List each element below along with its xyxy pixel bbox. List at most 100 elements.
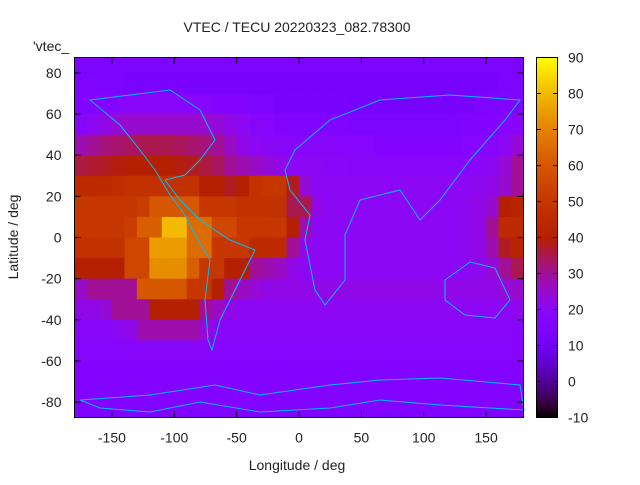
heatmap-cell	[336, 57, 350, 74]
colorbar-tick-label: 50	[568, 194, 584, 210]
heatmap-cell	[74, 114, 88, 136]
heatmap-cell	[386, 340, 400, 362]
heatmap-cell	[111, 319, 125, 341]
heatmap-cell	[111, 237, 125, 259]
heatmap-cell	[336, 155, 350, 177]
heatmap-cell	[274, 93, 288, 115]
heatmap-cell	[124, 381, 138, 403]
heatmap-cell	[461, 402, 475, 418]
heatmap-cell	[373, 340, 387, 362]
heatmap-cell	[199, 93, 213, 115]
heatmap-cell	[386, 196, 400, 218]
colorbar-tick-label: 40	[568, 230, 584, 246]
heatmap-cell	[249, 340, 263, 362]
heatmap-cell	[423, 114, 437, 136]
heatmap-cell	[99, 216, 113, 238]
heatmap-cell	[161, 319, 175, 341]
heatmap-cell	[211, 278, 225, 300]
heatmap-cell	[336, 360, 350, 382]
heatmap-cell	[186, 299, 200, 321]
heatmap-cell	[361, 72, 375, 94]
heatmap-cell	[361, 114, 375, 136]
heatmap-cell	[448, 155, 462, 177]
heatmap-cell	[86, 175, 100, 197]
y-tick-label: -80	[41, 394, 61, 410]
heatmap-cell	[423, 237, 437, 259]
heatmap-cell	[299, 237, 312, 259]
heatmap-cell	[373, 155, 387, 177]
heatmap-cell	[448, 299, 462, 321]
heatmap-cell	[261, 93, 275, 115]
heatmap-cell	[124, 114, 138, 136]
heatmap-cell	[411, 72, 425, 94]
heatmap-cell	[186, 114, 200, 136]
heatmap-cell	[323, 216, 337, 238]
heatmap-cell	[224, 258, 238, 280]
heatmap-cell	[461, 175, 475, 197]
heatmap-cell	[323, 319, 337, 341]
heatmap-cell	[448, 134, 462, 156]
heatmap-cell	[224, 402, 238, 418]
heatmap-cell	[211, 340, 225, 362]
heatmap-cell	[411, 134, 425, 156]
heatmap-cell	[411, 175, 425, 197]
heatmap-cell	[511, 57, 524, 74]
heatmap-cell	[373, 299, 387, 321]
heatmap-cell	[86, 134, 100, 156]
heatmap-cell	[511, 237, 524, 259]
colorbar-tick-label: 10	[568, 338, 584, 354]
heatmap-cell	[199, 196, 213, 218]
heatmap-cell	[461, 258, 475, 280]
heatmap-cell	[336, 196, 350, 218]
heatmap-cell	[498, 381, 512, 403]
heatmap-cell	[236, 216, 250, 238]
heatmap-cell	[461, 319, 475, 341]
heatmap-cell	[411, 216, 425, 238]
heatmap-cell	[448, 340, 462, 362]
heatmap-cell	[261, 196, 275, 218]
heatmap-cell	[348, 196, 362, 218]
heatmap-cell	[498, 216, 512, 238]
heatmap-cell	[423, 57, 437, 74]
heatmap-cell	[174, 360, 188, 382]
heatmap-cell	[286, 175, 300, 197]
heatmap-cell	[436, 216, 450, 238]
heatmap-cell	[461, 114, 475, 136]
heatmap-cell	[299, 258, 312, 280]
heatmap-cell	[111, 93, 125, 115]
colorbar-tick-label: 0	[568, 374, 576, 390]
heatmap-cell	[161, 57, 175, 74]
heatmap-cell	[261, 237, 275, 259]
heatmap-cell	[249, 72, 263, 94]
heatmap-cell	[448, 360, 462, 382]
heatmap-cell	[111, 134, 125, 156]
heatmap-cell	[161, 134, 175, 156]
heatmap-cell	[224, 299, 238, 321]
heatmap-cell	[348, 340, 362, 362]
heatmap-cell	[174, 319, 188, 341]
heatmap-cell	[423, 402, 437, 418]
heatmap-cell	[149, 175, 163, 197]
heatmap-cell	[174, 258, 188, 280]
heatmap-cell	[149, 258, 163, 280]
heatmap-cell	[386, 381, 400, 403]
heatmap-cell	[74, 278, 88, 300]
heatmap-cell	[299, 72, 312, 94]
heatmap-cell	[161, 175, 175, 197]
heatmap-cell	[423, 72, 437, 94]
heatmap-cell	[473, 237, 487, 259]
heatmap-cell	[386, 258, 400, 280]
heatmap-cell	[136, 93, 150, 115]
heatmap-cell	[299, 114, 312, 136]
heatmap-cell	[211, 237, 225, 259]
heatmap-cell	[286, 278, 300, 300]
heatmap-cell	[436, 381, 450, 403]
heatmap-cell	[124, 340, 138, 362]
heatmap-cell	[261, 278, 275, 300]
heatmap-cell	[199, 175, 213, 197]
heatmap-cell	[511, 72, 524, 94]
colorbar-tick-label: 20	[568, 302, 584, 318]
heatmap-cell	[149, 319, 163, 341]
heatmap-cell	[386, 57, 400, 74]
